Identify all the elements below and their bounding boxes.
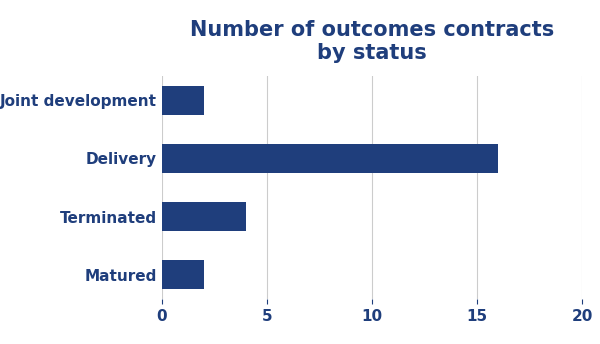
- Bar: [162, 86, 204, 115]
- Bar: [162, 144, 498, 173]
- Bar: [162, 202, 246, 231]
- Title: Number of outcomes contracts
by status: Number of outcomes contracts by status: [190, 20, 554, 63]
- Bar: [162, 260, 204, 289]
